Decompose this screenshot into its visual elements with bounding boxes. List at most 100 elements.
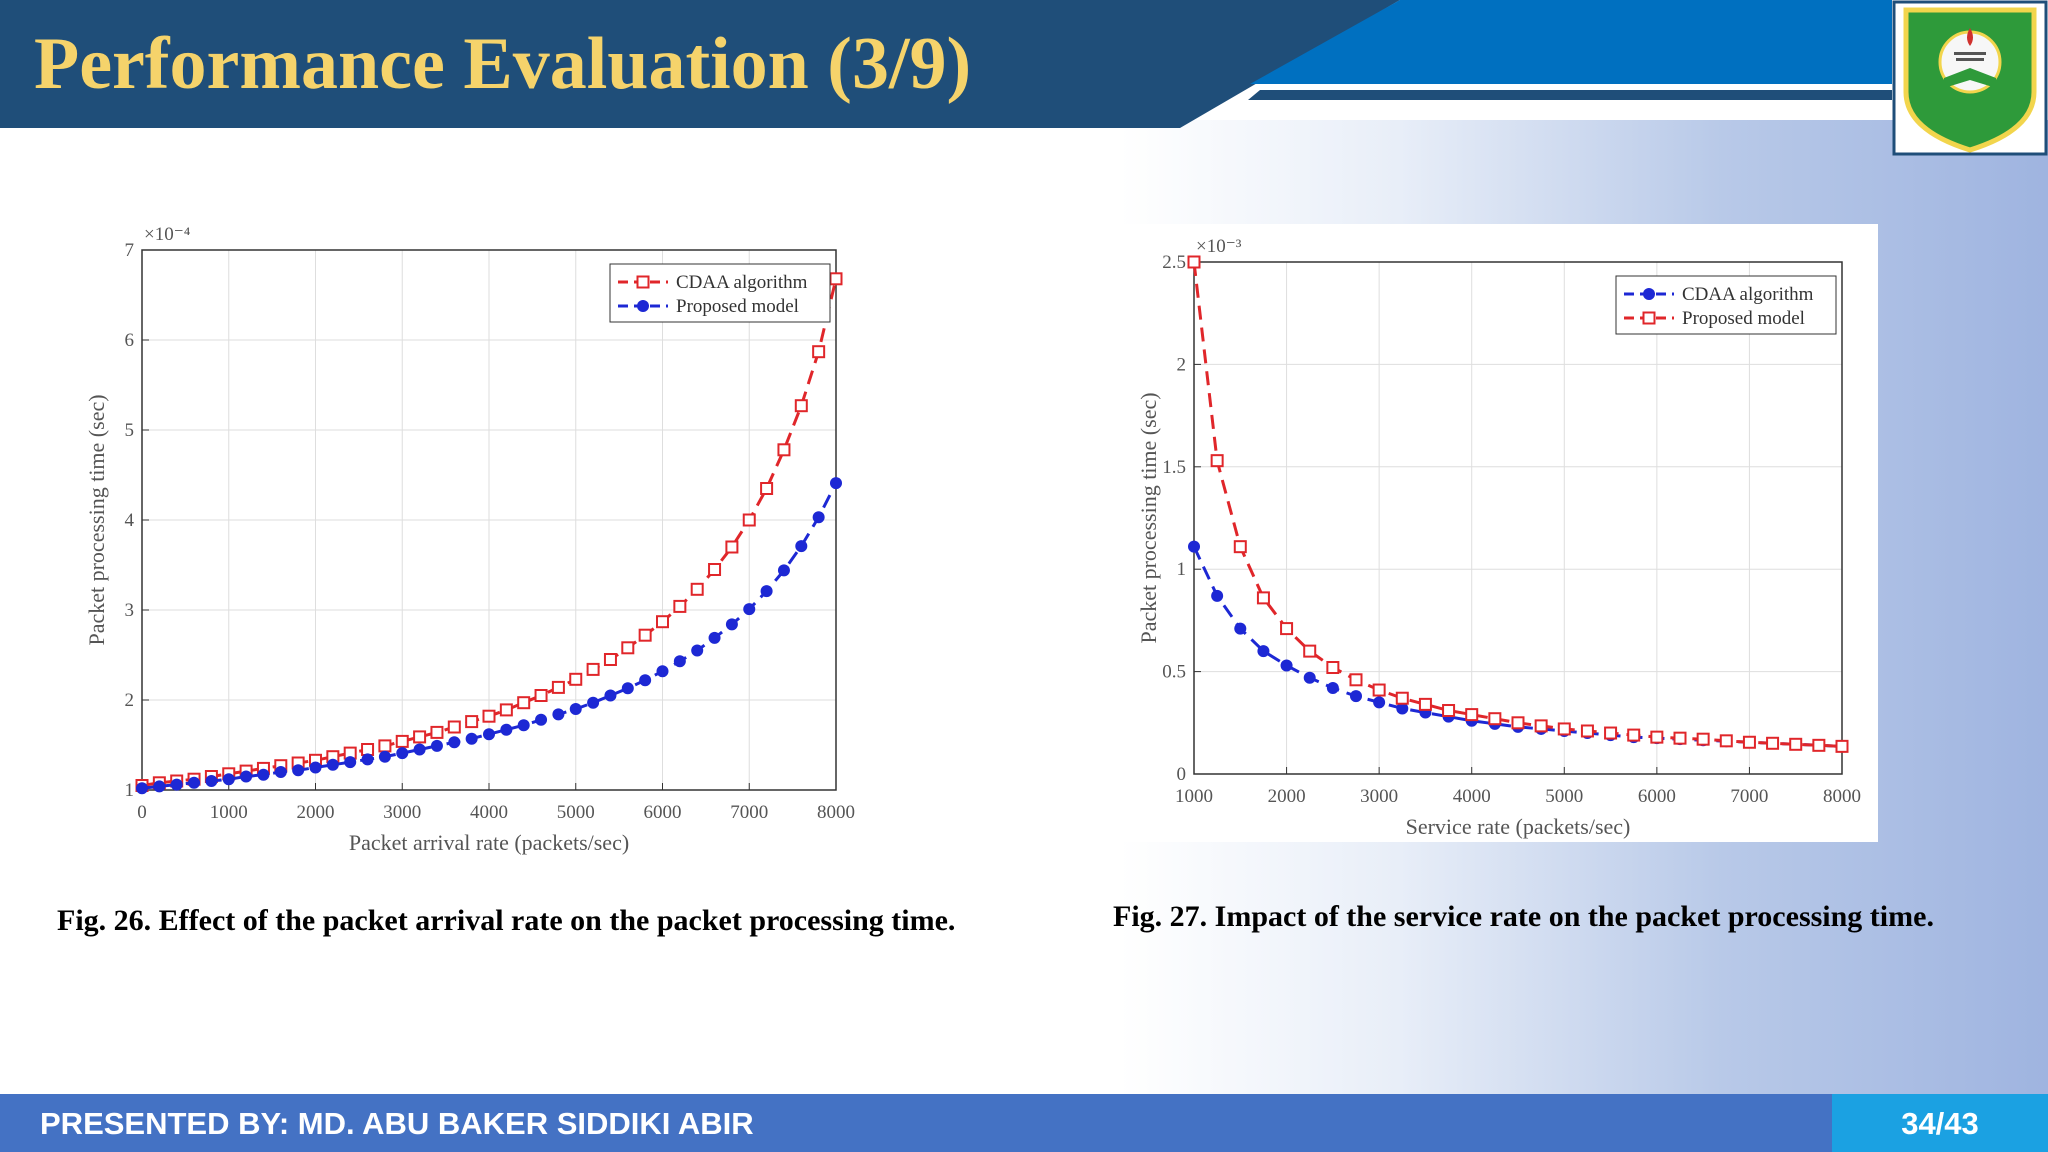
chart1-xtick-label: 3000 xyxy=(383,802,421,823)
chart1-data-point xyxy=(586,662,600,676)
header-bar xyxy=(0,0,1892,128)
chart2-data-point xyxy=(1280,659,1293,672)
chart1-data-point xyxy=(743,603,756,616)
chart2-ytick-label: 1 xyxy=(1177,559,1187,580)
chart2-x-axis-label: Service rate (packets/sec) xyxy=(1406,814,1631,839)
university-crest-icon xyxy=(1892,0,2048,156)
chart1-data-point xyxy=(344,756,357,769)
chart2-ytick-label: 0.5 xyxy=(1162,662,1186,683)
chart2-legend-marker xyxy=(1643,288,1655,300)
chart1-data-point xyxy=(760,482,774,495)
chart1-data-point xyxy=(222,773,235,786)
chart2-data-point xyxy=(1303,671,1316,684)
chart1-data-point xyxy=(361,753,374,766)
chart1-data-point xyxy=(725,540,739,554)
chart1-data-point xyxy=(552,708,565,721)
chart2-data-point xyxy=(1511,716,1525,730)
chart1-data-point xyxy=(483,728,495,741)
chart1-data-point xyxy=(829,272,843,286)
chart1-xtick-label: 7000 xyxy=(730,802,768,823)
chart2-data-point xyxy=(1627,728,1641,742)
chart1-y-axis-label: Packet processing time (sec) xyxy=(84,394,109,645)
chart1-data-point xyxy=(326,758,339,771)
chart2-series-1 xyxy=(1187,255,1849,753)
chart2-data-point xyxy=(1418,697,1432,711)
chart1-data-point xyxy=(361,743,375,756)
chart1-ytick-label: 1 xyxy=(125,780,135,801)
chart1-xtick-label: 2000 xyxy=(297,802,335,823)
chart1-data-point xyxy=(274,766,287,778)
chart1-data-point xyxy=(413,743,426,756)
chart1-data-point xyxy=(812,511,825,524)
chart1-data-point xyxy=(465,715,479,729)
figure-caption-26: Fig. 26. Effect of the packet arrival ra… xyxy=(57,904,956,937)
chart1-data-point xyxy=(639,674,652,687)
chart1-legend-label: CDAA algorithm xyxy=(676,272,808,293)
chart1-data-point xyxy=(812,345,826,359)
presenter-label: PRESENTED BY: MD. ABU BAKER SIDDIKI ABIR xyxy=(40,1106,754,1141)
chart1-data-point xyxy=(551,680,565,694)
chart2-data-point xyxy=(1719,734,1733,748)
chart2-data-point xyxy=(1326,661,1340,675)
chart1-data-point xyxy=(742,513,756,527)
chart1-data-point xyxy=(413,730,427,744)
chart2-data-point xyxy=(1280,622,1294,636)
chart1-data-point xyxy=(517,719,530,732)
chart2-data-point xyxy=(1604,726,1618,740)
chart1-data-point xyxy=(257,768,270,781)
chart1-data-point xyxy=(830,477,842,490)
chart1-data-point xyxy=(205,775,218,787)
chart2-exponent-label: ×10⁻³ xyxy=(1196,236,1242,257)
chart-fig27: 1000 2000 3000 4000 5000 6000 7000 8000 0 0.5 1 1.5… xyxy=(1120,224,1878,842)
chart1-data-point xyxy=(309,761,322,774)
chart2-data-point xyxy=(1557,722,1571,736)
chart2-ytick-label: 0 xyxy=(1177,764,1187,785)
chart2-data-point xyxy=(1211,589,1224,602)
chart1-data-point xyxy=(395,734,409,748)
chart1-data-point xyxy=(500,723,513,736)
chart2-data-point xyxy=(1234,622,1247,635)
chart2-ytick-label: 2.5 xyxy=(1162,252,1186,273)
chart2-data-point xyxy=(1256,591,1270,605)
chart1-xtick-label: 8000 xyxy=(817,802,855,823)
chart1-data-point xyxy=(447,720,461,734)
chart1-data-point xyxy=(188,776,201,789)
chart1-data-point xyxy=(170,778,183,791)
chart1-data-point xyxy=(396,747,409,760)
chart2-legend-marker xyxy=(1642,311,1656,325)
chart2-y-axis-label: Packet processing time (sec) xyxy=(1136,392,1161,643)
chart2-plot-frame xyxy=(1193,261,1843,775)
chart2-data-point xyxy=(1395,691,1409,705)
chart1-xtick-label: 5000 xyxy=(557,802,595,823)
chart1-xtick-label: 4000 xyxy=(470,802,508,823)
chart1-ytick-label: 4 xyxy=(125,510,135,531)
chart1-legend-marker xyxy=(637,300,649,312)
chart1-data-point xyxy=(534,689,548,702)
chart1-data-point xyxy=(673,599,687,613)
chart2-data-point xyxy=(1789,737,1803,751)
chart2-data-point xyxy=(1257,645,1270,658)
chart2-data-point xyxy=(1210,454,1224,468)
chart-fig26-svg: 0 1000 2000 3000 4000 5000 6000 7000 8000 1 2 3 4 5 6 7… xyxy=(84,224,855,855)
chart2-data-point xyxy=(1187,255,1201,269)
chart1-xtick-label: 0 xyxy=(137,802,147,823)
chart1-xtick-label: 1000 xyxy=(210,802,248,823)
chart2-data-point xyxy=(1372,683,1386,697)
chart1-data-point xyxy=(777,564,790,577)
chart1-data-point xyxy=(569,672,583,686)
page-number: 34/43 xyxy=(1901,1106,1979,1141)
chart1-data-point xyxy=(465,732,478,745)
chart2-xtick-label: 5000 xyxy=(1545,786,1583,807)
chart1-legend-box xyxy=(609,263,831,323)
chart1-data-point xyxy=(638,628,652,642)
chart2-data-point xyxy=(1350,690,1362,703)
chart2-data-point xyxy=(1580,724,1594,738)
chart1-exponent-label: ×10⁻⁴ xyxy=(144,224,191,245)
chart2-data-point xyxy=(1650,730,1664,744)
chart2-data-point xyxy=(1188,540,1200,553)
chart2-xtick-label: 8000 xyxy=(1823,786,1861,807)
chart1-data-point xyxy=(136,782,148,795)
chart1-data-point xyxy=(569,703,582,715)
figure-caption-27: Fig. 27. Impact of the service rate on t… xyxy=(1113,900,1934,933)
chart1-data-point xyxy=(673,655,686,668)
